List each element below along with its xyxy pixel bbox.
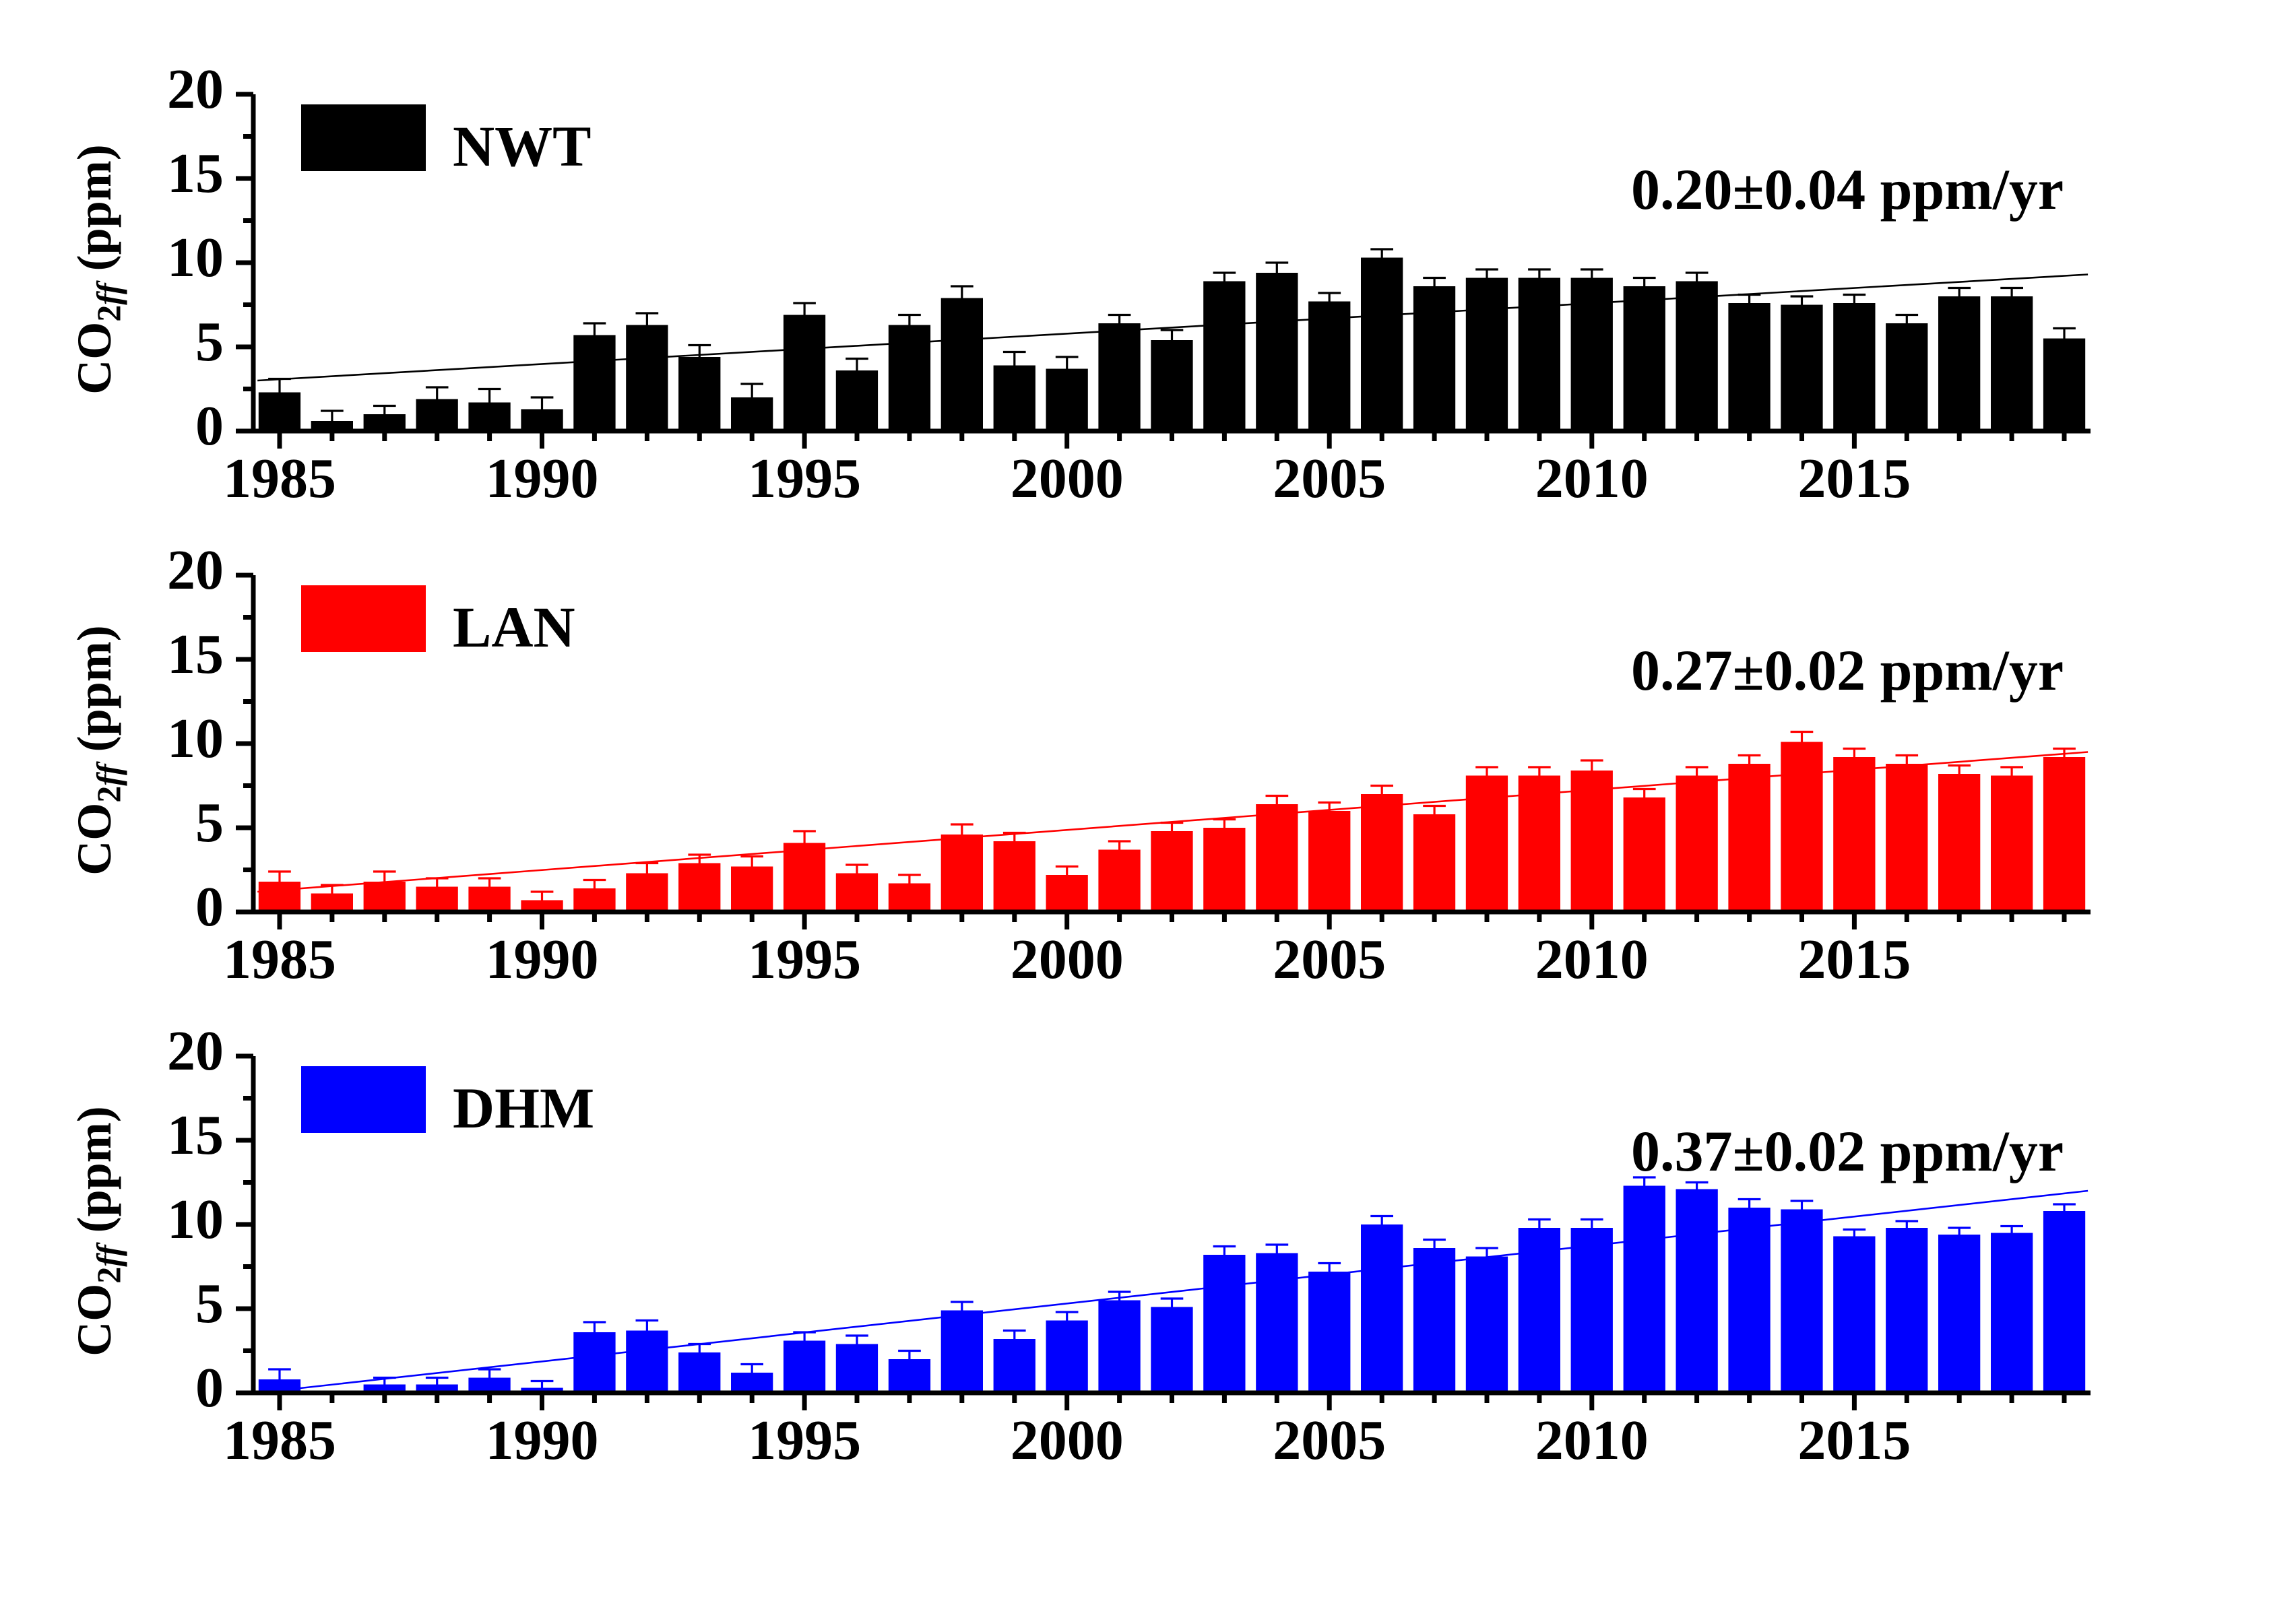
svg-text:15: 15 xyxy=(167,142,224,205)
svg-text:2000: 2000 xyxy=(1011,1409,1124,1472)
svg-text:15: 15 xyxy=(167,623,224,686)
svg-text:0: 0 xyxy=(195,1356,224,1419)
svg-text:0.20±0.04 ppm/yr: 0.20±0.04 ppm/yr xyxy=(1631,157,2064,222)
svg-text:10: 10 xyxy=(167,707,224,770)
svg-text:1990: 1990 xyxy=(486,1409,599,1472)
svg-text:5: 5 xyxy=(195,791,224,854)
svg-text:10: 10 xyxy=(167,226,224,289)
svg-text:2005: 2005 xyxy=(1273,1409,1386,1472)
svg-text:CO2ff (ppm): CO2ff (ppm) xyxy=(67,625,127,875)
svg-text:15: 15 xyxy=(167,1104,224,1167)
svg-text:20: 20 xyxy=(167,58,224,121)
svg-text:0.37±0.02 ppm/yr: 0.37±0.02 ppm/yr xyxy=(1631,1119,2064,1183)
svg-text:5: 5 xyxy=(195,1272,224,1335)
svg-text:10: 10 xyxy=(167,1188,224,1251)
svg-text:20: 20 xyxy=(167,539,224,601)
svg-text:1995: 1995 xyxy=(748,1409,861,1472)
svg-text:2015: 2015 xyxy=(1797,1409,1911,1472)
svg-text:0.27±0.02 ppm/yr: 0.27±0.02 ppm/yr xyxy=(1631,638,2064,702)
svg-text:CO2ff (ppm): CO2ff (ppm) xyxy=(67,144,127,394)
svg-text:DHM: DHM xyxy=(453,1076,594,1140)
svg-text:NWT: NWT xyxy=(453,114,591,178)
svg-text:CO2ff (ppm): CO2ff (ppm) xyxy=(67,1106,127,1356)
svg-text:1985: 1985 xyxy=(223,1409,336,1472)
svg-text:LAN: LAN xyxy=(453,595,575,659)
svg-text:0: 0 xyxy=(195,876,224,938)
svg-text:5: 5 xyxy=(195,310,224,373)
svg-text:0: 0 xyxy=(195,395,224,457)
svg-text:20: 20 xyxy=(167,1020,224,1082)
svg-text:2010: 2010 xyxy=(1535,1409,1649,1472)
